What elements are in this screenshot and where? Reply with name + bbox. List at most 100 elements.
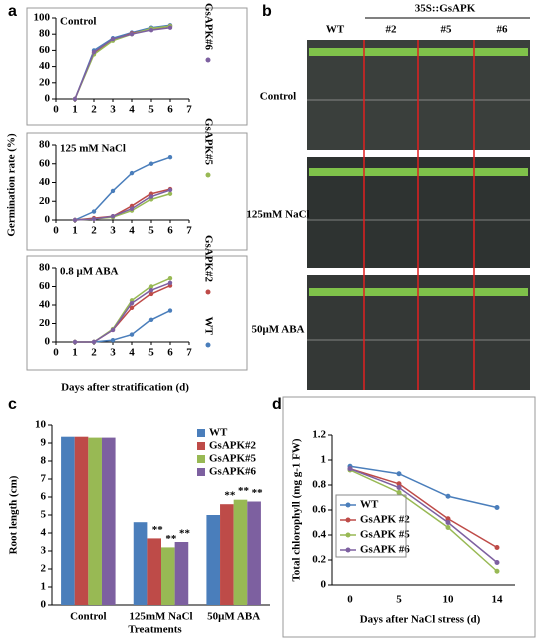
marker	[129, 170, 135, 176]
marker	[396, 481, 402, 487]
marker	[110, 337, 116, 343]
marker	[396, 471, 402, 477]
marker	[167, 25, 173, 30]
legend-label: GsAPK#2	[202, 235, 214, 283]
marker	[494, 560, 500, 565]
legend-swatch	[197, 468, 205, 476]
y-tick-label: 8	[41, 455, 47, 467]
marker	[129, 305, 135, 310]
bar	[220, 504, 234, 605]
y-tick-label: 5	[41, 509, 47, 521]
legend-swatch	[197, 442, 205, 450]
marker	[167, 191, 173, 196]
subplot-title: 0.8 μM ABA	[60, 266, 119, 278]
x-tick-label: 7	[186, 104, 192, 116]
x-tick-label: 6	[167, 225, 173, 237]
photo-header: 35S::GsAPK	[415, 3, 476, 15]
marker	[167, 275, 173, 281]
marker	[129, 300, 135, 306]
legend-box	[335, 494, 407, 558]
legend-marker	[345, 502, 351, 508]
bar	[161, 547, 175, 605]
marker	[148, 317, 154, 322]
y-tick-label: 0	[321, 579, 327, 591]
line	[349, 468, 498, 564]
y-tick-label: 0	[45, 93, 51, 105]
legend-swatch	[197, 455, 205, 463]
y-tick-label: 0	[45, 336, 51, 348]
y-tick-label: 1	[41, 581, 47, 593]
x-tick-label: 1	[72, 347, 78, 359]
marker	[494, 568, 500, 574]
bar	[101, 437, 116, 605]
column-label: WT	[326, 24, 345, 36]
bar	[247, 501, 261, 605]
marker	[445, 520, 451, 525]
x-tick-label: 5	[148, 347, 154, 359]
x-tick-label: 6	[167, 347, 173, 359]
marker	[91, 339, 97, 345]
y-tick-label: 0.8	[312, 479, 326, 491]
panel-label: a	[8, 3, 17, 20]
y-tick-label: 20	[39, 195, 51, 207]
marker	[347, 466, 353, 472]
marker	[91, 216, 97, 222]
legend-label: GsAPK#6	[209, 466, 257, 478]
y-tick-label: 4	[41, 527, 47, 539]
panel-label: b	[262, 3, 272, 20]
marker	[148, 27, 154, 33]
x-tick-label: 0	[53, 347, 59, 359]
marker	[129, 332, 135, 337]
bar	[174, 542, 189, 605]
row-label: 125mM NaCl	[246, 209, 309, 221]
marker	[167, 280, 173, 285]
significance: **	[152, 524, 164, 536]
marker	[110, 327, 116, 333]
y-tick-label: 60	[39, 44, 51, 56]
x-tick-label: 14	[492, 594, 504, 606]
bar	[61, 436, 75, 605]
column-label: #2	[386, 24, 398, 36]
row-label: Control	[260, 91, 296, 103]
marker	[110, 214, 116, 219]
y-tick-label: 2	[41, 563, 47, 575]
y-axis-label: Root length (cm)	[8, 475, 20, 554]
legend-label: GsAPK #2	[360, 514, 410, 526]
marker	[167, 187, 173, 193]
y-axis-label: Germination rate (%)	[6, 133, 18, 237]
legend-marker	[205, 342, 211, 348]
legend-label: GsAPK#6	[202, 3, 214, 51]
legend-swatch	[197, 429, 205, 437]
marker	[91, 49, 97, 55]
legend-label: WT	[202, 317, 214, 336]
x-axis-label: Treatments	[128, 624, 182, 636]
bar	[133, 522, 148, 605]
marker	[148, 284, 154, 289]
x-tick-label: 2	[91, 347, 97, 359]
marker	[148, 291, 154, 297]
marker	[72, 339, 78, 345]
line	[349, 469, 498, 572]
marker	[167, 308, 173, 313]
panel-frame	[282, 396, 536, 638]
y-tick-label: 0.4	[312, 529, 326, 541]
marker	[72, 217, 78, 223]
subplot-frame	[26, 255, 248, 371]
marker	[445, 493, 451, 499]
legend-label: GsAPK#2	[209, 440, 257, 452]
bar	[74, 436, 89, 605]
y-tick-label: 10	[35, 419, 47, 431]
x-tick-label: 0	[347, 594, 353, 606]
y-tick-label: 80	[39, 139, 51, 151]
significance: **	[238, 485, 250, 497]
line	[75, 282, 171, 343]
line	[74, 193, 171, 221]
marker	[91, 209, 97, 214]
legend-label: WT	[360, 499, 379, 511]
marker	[167, 154, 173, 160]
legend-marker	[345, 547, 351, 553]
divider	[363, 40, 475, 390]
y-tick-label: 0.6	[312, 504, 326, 516]
y-tick-label: 60	[39, 280, 51, 292]
